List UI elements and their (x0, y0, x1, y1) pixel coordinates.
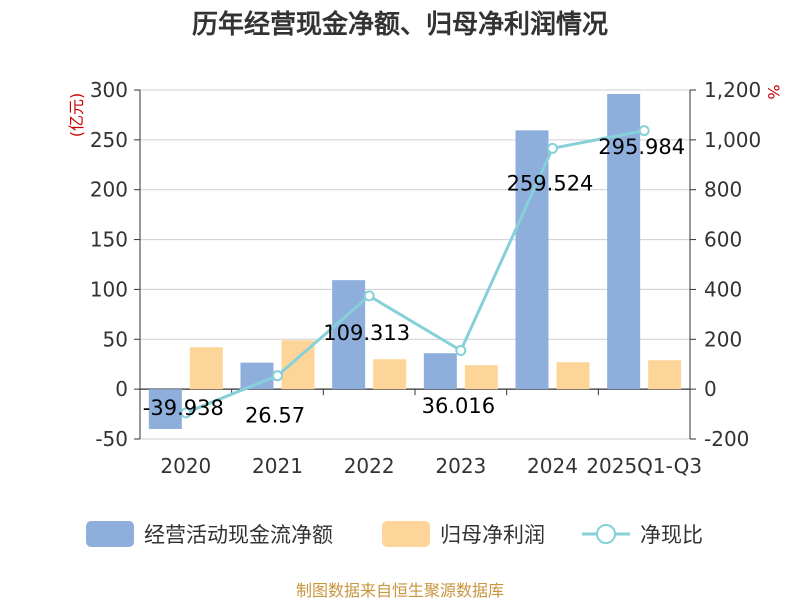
x-tick-label: 2022 (344, 454, 395, 478)
legend-marker (596, 524, 616, 544)
legend-label: 经营活动现金流净额 (144, 523, 333, 547)
legend: 经营活动现金流净额 归母净利润 净现比 (86, 521, 703, 547)
bar (423, 353, 457, 390)
bar (189, 347, 223, 390)
left-tick-label: 50 (103, 327, 128, 351)
bar (515, 130, 549, 390)
data-label: 36.016 (422, 394, 495, 418)
right-tick-label: 200 (704, 327, 742, 351)
data-label: 109.313 (323, 321, 410, 345)
line-path (185, 129, 645, 415)
line-point (180, 407, 192, 419)
left-tick-label: -50 (95, 427, 128, 451)
line-point (455, 345, 467, 357)
left-tick-label: 150 (90, 228, 128, 252)
data-label: -39.938 (143, 396, 224, 420)
x-tick-label: 2025Q1-Q3 (586, 454, 702, 478)
bar (648, 360, 682, 390)
chart-title: 历年经营现金净额、归母净利润情况 (192, 9, 608, 40)
legend-label: 净现比 (640, 523, 703, 547)
bar (464, 365, 498, 390)
right-tick-label: -200 (704, 427, 749, 451)
x-tick-label: 2023 (435, 454, 486, 478)
bar (332, 280, 366, 390)
line-point (272, 370, 283, 382)
x-tick-label: 2020 (160, 454, 211, 478)
bar (607, 94, 641, 390)
bars (148, 94, 682, 429)
right-tick-label: 1,000 (704, 128, 761, 152)
bar (556, 362, 590, 390)
right-tick-label: 1,200 (704, 78, 761, 102)
line-point (363, 290, 375, 302)
bar (148, 389, 182, 429)
left-tick-label: 100 (90, 277, 128, 301)
right-tick-label: 800 (704, 178, 742, 202)
left-axis-unit: (亿元) (67, 93, 86, 138)
right-tick-label: 0 (704, 377, 717, 401)
right-axis-unit: % (764, 84, 783, 99)
legend-swatch (382, 521, 430, 547)
bar (373, 359, 407, 390)
axes: -50 0 50 100 150 200 250 300 -200 0 200 400 600 800 1,… (90, 78, 761, 478)
left-tick-label: 200 (90, 178, 128, 202)
left-tick-label: 0 (115, 377, 128, 401)
line-point (547, 142, 558, 154)
data-label: 259.524 (507, 171, 594, 195)
data-label: 26.57 (245, 404, 305, 428)
right-tick-label: 400 (704, 277, 742, 301)
right-tick-label: 600 (704, 228, 742, 252)
left-tick-label: 300 (90, 78, 128, 102)
source-note: 制图数据来自恒生聚源数据库 (296, 581, 504, 600)
line-series (180, 125, 650, 419)
left-tick-label: 250 (90, 128, 128, 152)
line-point (638, 125, 650, 137)
x-tick-label: 2024 (527, 454, 578, 478)
x-tick-label: 2021 (252, 454, 303, 478)
legend-swatch (86, 521, 134, 547)
legend-label: 归母净利润 (440, 523, 545, 547)
data-label: 295.984 (598, 135, 685, 159)
